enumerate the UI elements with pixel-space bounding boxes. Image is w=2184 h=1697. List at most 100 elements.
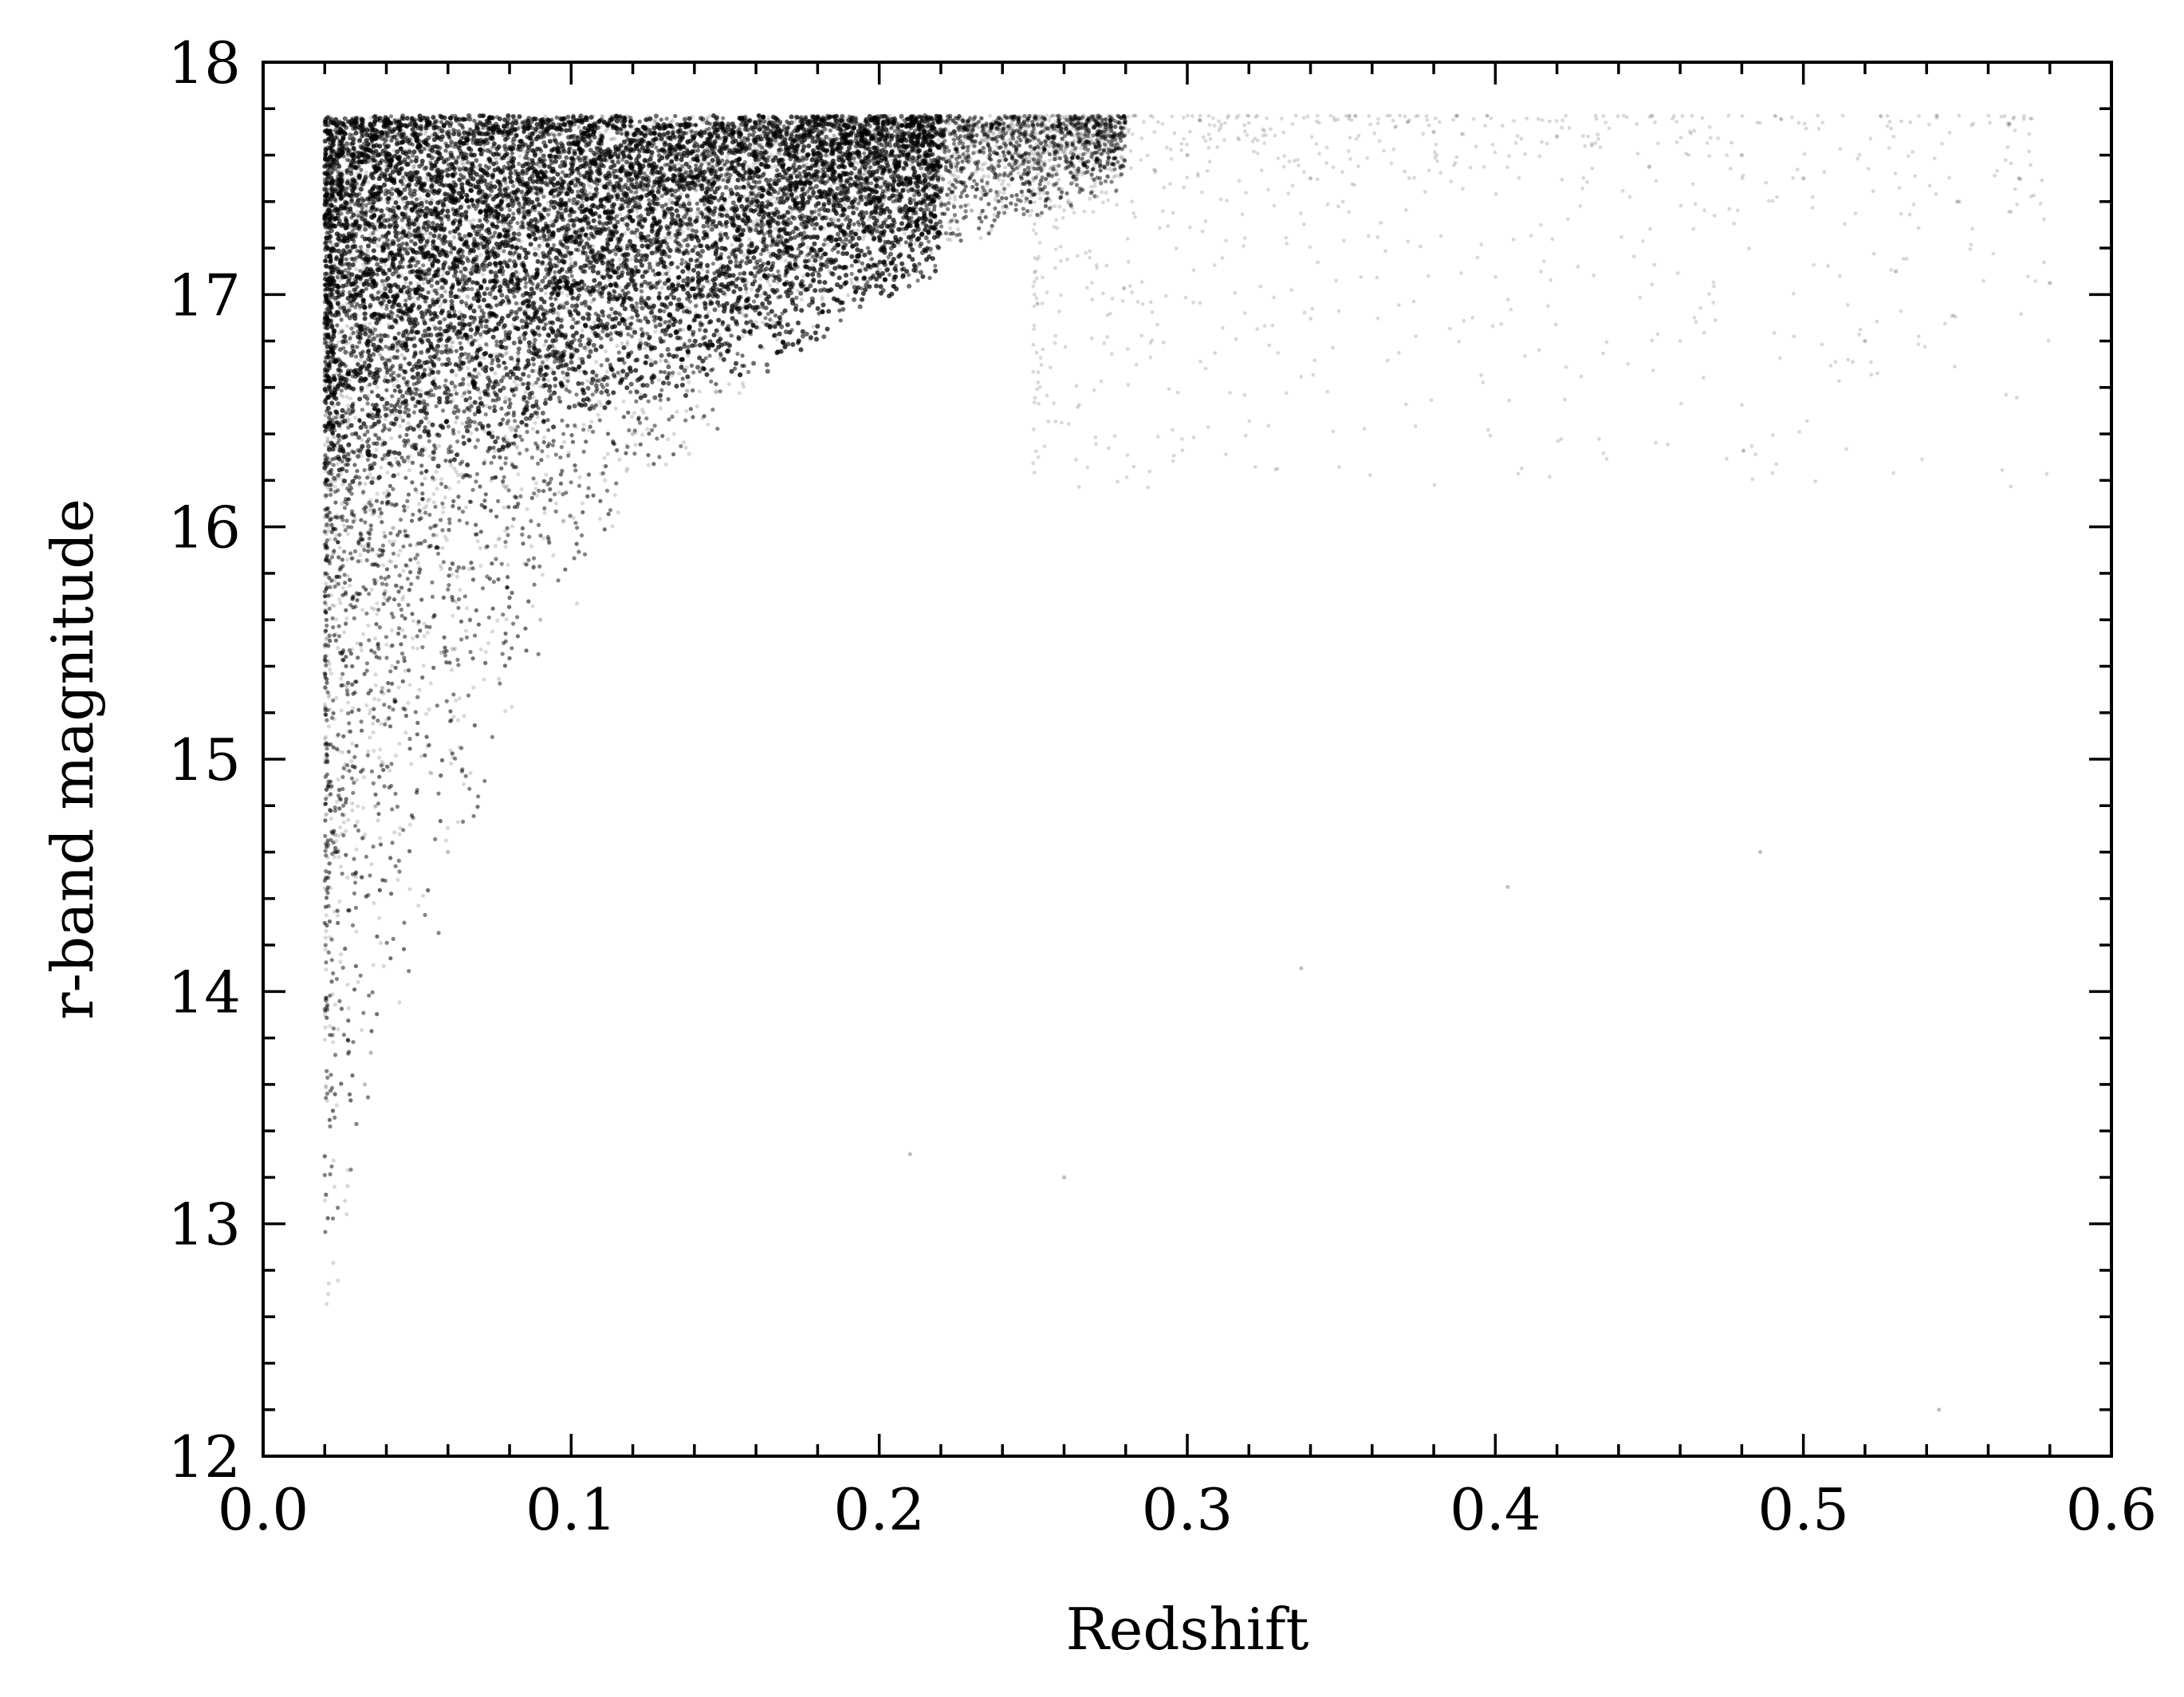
data-point (995, 161, 1000, 166)
data-point (329, 671, 333, 676)
data-point (328, 667, 333, 672)
data-point (419, 754, 424, 758)
data-point (359, 648, 364, 653)
data-point (695, 404, 699, 409)
data-point (818, 151, 823, 156)
data-point (689, 166, 694, 171)
data-point (659, 285, 664, 290)
data-point (451, 613, 455, 618)
data-point (382, 530, 387, 535)
data-point (397, 1000, 402, 1005)
data-point (647, 242, 652, 246)
data-point (713, 390, 718, 395)
data-point (1078, 146, 1083, 151)
data-point (982, 138, 987, 143)
data-point (617, 457, 622, 463)
data-point (369, 587, 374, 593)
data-point (577, 474, 582, 480)
data-point (411, 334, 417, 340)
data-point (334, 617, 339, 622)
data-point (407, 468, 412, 473)
data-point (361, 805, 366, 810)
data-point (336, 913, 340, 918)
data-point (371, 285, 376, 291)
data-point (326, 1281, 331, 1286)
data-point (395, 472, 401, 477)
data-point (1088, 196, 1092, 201)
data-point (953, 197, 958, 202)
data-point (1006, 138, 1011, 143)
data-point (395, 414, 399, 419)
data-point (401, 594, 406, 600)
data-point (452, 432, 457, 437)
data-point (562, 439, 567, 444)
data-point (409, 762, 414, 766)
data-point (455, 820, 461, 825)
data-point (468, 770, 473, 776)
data-point (904, 187, 909, 191)
data-point (903, 231, 907, 236)
data-point (883, 130, 887, 135)
data-point (351, 706, 356, 711)
data-point (350, 801, 355, 806)
data-point (427, 419, 431, 425)
data-point (588, 185, 593, 190)
data-point (411, 619, 416, 624)
data-point (706, 422, 710, 427)
data-point (597, 517, 603, 522)
data-point (431, 324, 436, 329)
data-point (612, 493, 618, 498)
data-point (730, 242, 734, 247)
data-point (343, 124, 348, 128)
data-point (661, 133, 666, 138)
data-point (849, 278, 854, 282)
data-point (490, 295, 495, 300)
data-point (905, 144, 911, 149)
data-point (443, 197, 448, 202)
data-point (506, 562, 510, 568)
data-point (323, 947, 328, 952)
data-point (794, 183, 799, 188)
data-point (1072, 171, 1076, 176)
data-point (443, 193, 448, 198)
data-point (435, 486, 439, 491)
data-point (831, 204, 836, 209)
data-point (1079, 131, 1084, 136)
data-point (612, 136, 617, 141)
data-point (338, 952, 344, 957)
data-point (323, 348, 328, 352)
data-point (368, 711, 372, 716)
data-point (434, 469, 439, 474)
data-point (635, 209, 639, 214)
data-point (440, 344, 445, 348)
data-point (431, 492, 436, 497)
data-point (577, 267, 582, 272)
data-point (530, 427, 535, 431)
data-point (323, 935, 328, 940)
data-point (503, 396, 508, 400)
data-point (447, 486, 452, 491)
data-point (340, 585, 345, 590)
data-point (747, 132, 752, 137)
data-point (597, 400, 602, 404)
data-point (1029, 158, 1034, 163)
data-point (576, 124, 581, 128)
data-point (784, 134, 789, 140)
data-point (375, 384, 380, 389)
data-point (746, 195, 751, 199)
data-point (863, 171, 868, 175)
data-point (333, 1002, 337, 1007)
data-point (397, 742, 402, 746)
data-point (542, 343, 547, 348)
data-point (425, 178, 431, 183)
data-point (381, 964, 386, 969)
data-point (453, 646, 458, 651)
data-point (478, 253, 483, 258)
data-point (556, 314, 561, 319)
data-point (876, 185, 881, 190)
data-point (774, 337, 780, 341)
data-point (475, 371, 480, 376)
data-point (738, 242, 743, 247)
data-point (1000, 182, 1005, 187)
data-point (336, 645, 340, 651)
